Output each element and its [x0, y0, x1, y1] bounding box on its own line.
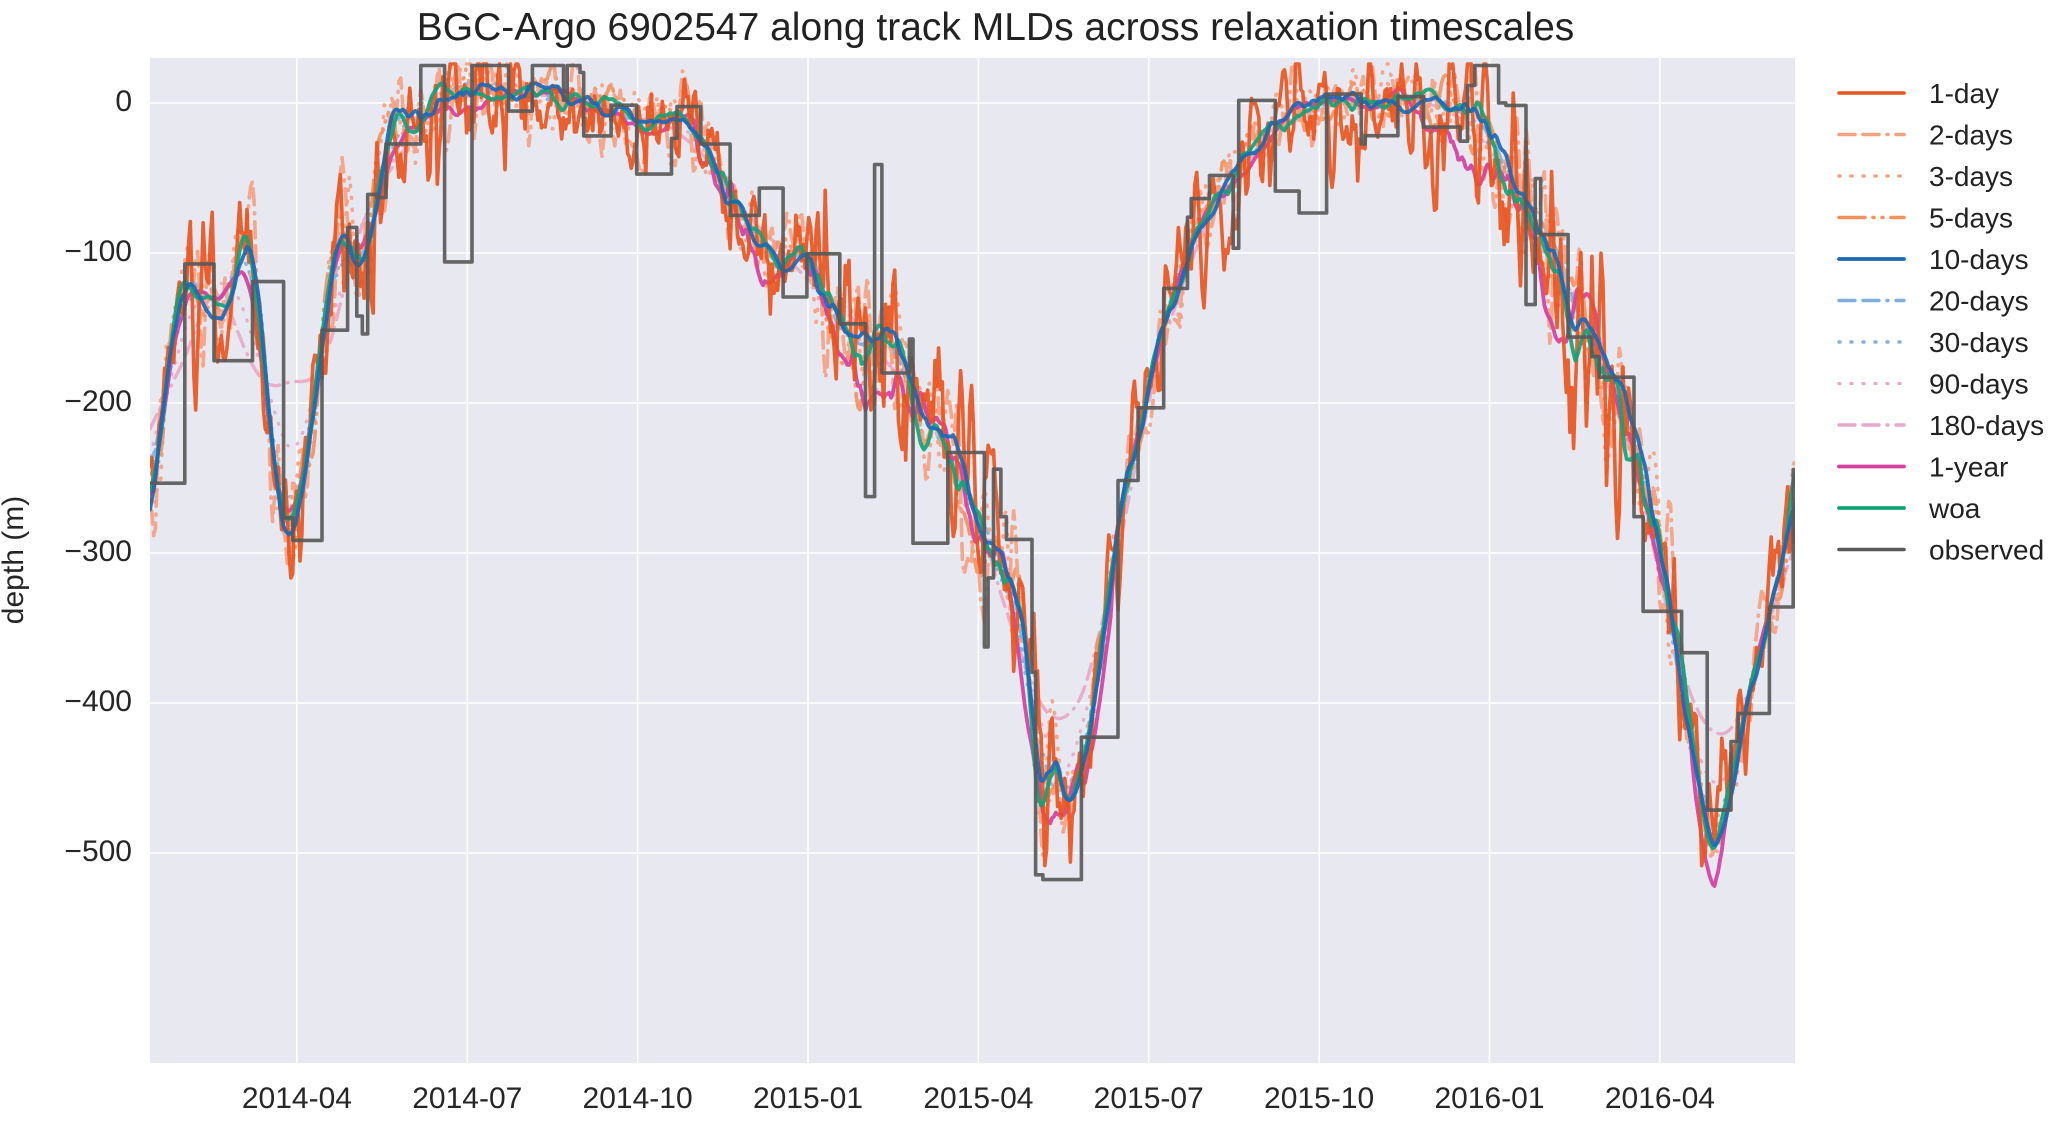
svg-text:2014-07: 2014-07 [412, 1082, 522, 1115]
svg-text:−100: −100 [64, 235, 132, 268]
svg-text:180-days: 180-days [1929, 410, 2044, 441]
svg-text:2-days: 2-days [1929, 120, 2013, 151]
svg-text:2015-01: 2015-01 [753, 1082, 863, 1115]
svg-text:1-year: 1-year [1929, 452, 2008, 483]
svg-text:−400: −400 [64, 685, 132, 718]
svg-text:10-days: 10-days [1929, 244, 2029, 275]
svg-text:30-days: 30-days [1929, 327, 2029, 358]
svg-text:2016-01: 2016-01 [1434, 1082, 1544, 1115]
svg-text:2014-10: 2014-10 [583, 1082, 693, 1115]
svg-text:5-days: 5-days [1929, 203, 2013, 234]
svg-text:observed: observed [1929, 535, 2044, 566]
svg-text:1-day: 1-day [1929, 78, 1999, 109]
svg-text:2015-04: 2015-04 [923, 1082, 1033, 1115]
svg-text:90-days: 90-days [1929, 369, 2029, 400]
svg-text:2014-04: 2014-04 [242, 1082, 352, 1115]
svg-text:2016-04: 2016-04 [1605, 1082, 1715, 1115]
svg-text:0: 0 [115, 85, 132, 118]
svg-text:woa: woa [1928, 493, 1981, 524]
svg-text:−300: −300 [64, 535, 132, 568]
svg-text:2015-10: 2015-10 [1264, 1082, 1374, 1115]
svg-text:−200: −200 [64, 385, 132, 418]
svg-text:20-days: 20-days [1929, 286, 2029, 317]
svg-text:2015-07: 2015-07 [1094, 1082, 1204, 1115]
svg-text:−500: −500 [64, 835, 132, 868]
svg-text:3-days: 3-days [1929, 161, 2013, 192]
